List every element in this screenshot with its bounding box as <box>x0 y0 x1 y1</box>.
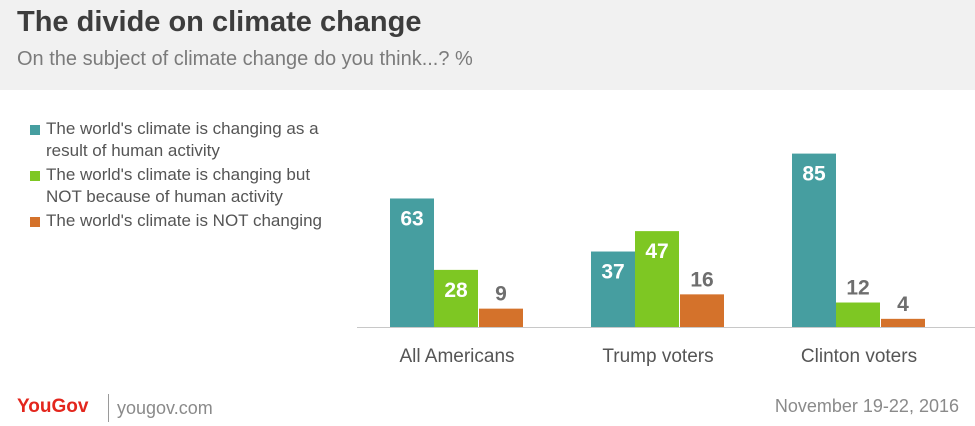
legend-item-not-human: The world's climate is changing but NOT … <box>30 164 350 208</box>
data-label: 4 <box>897 293 909 316</box>
bar <box>881 318 925 327</box>
data-label: 37 <box>601 261 624 284</box>
chart-legend: The world's climate is changing as a res… <box>30 118 350 234</box>
legend-item-not-changing: The world's climate is NOT changing <box>30 210 350 232</box>
x-tick-label: Trump voters <box>602 346 713 367</box>
bar <box>680 294 724 327</box>
data-label: 9 <box>495 283 507 306</box>
footer-divider <box>108 394 109 422</box>
data-label: 63 <box>400 207 423 230</box>
bar <box>591 251 635 327</box>
bar <box>479 308 523 327</box>
footer-url: yougov.com <box>117 398 213 418</box>
data-label: 16 <box>690 268 713 291</box>
data-label: 85 <box>802 163 826 186</box>
legend-label: The world's climate is changing but NOT … <box>46 165 311 206</box>
legend-label: The world's climate is NOT changing <box>46 211 322 230</box>
page-subtitle: On the subject of climate change do you … <box>17 48 473 70</box>
bar <box>792 153 836 327</box>
legend-swatch <box>30 125 40 135</box>
x-tick-label: Clinton voters <box>801 346 917 367</box>
legend-swatch <box>30 217 40 227</box>
footer-date: November 19-22, 2016 <box>774 396 959 416</box>
yougov-logo: YouGov <box>17 396 89 417</box>
legend-item-human-activity: The world's climate is changing as a res… <box>30 118 350 162</box>
legend-label: The world's climate is changing as a res… <box>46 119 319 160</box>
data-label: 28 <box>444 279 468 302</box>
bar <box>635 231 679 327</box>
legend-swatch <box>30 171 40 181</box>
bar <box>836 302 880 327</box>
data-label: 47 <box>645 240 668 263</box>
data-label: 12 <box>846 277 869 300</box>
x-tick-label: All Americans <box>399 346 514 367</box>
bar <box>390 198 434 327</box>
header-band: The divide on climate change On the subj… <box>0 0 975 90</box>
page-title: The divide on climate change <box>17 6 422 38</box>
bar <box>434 269 478 327</box>
